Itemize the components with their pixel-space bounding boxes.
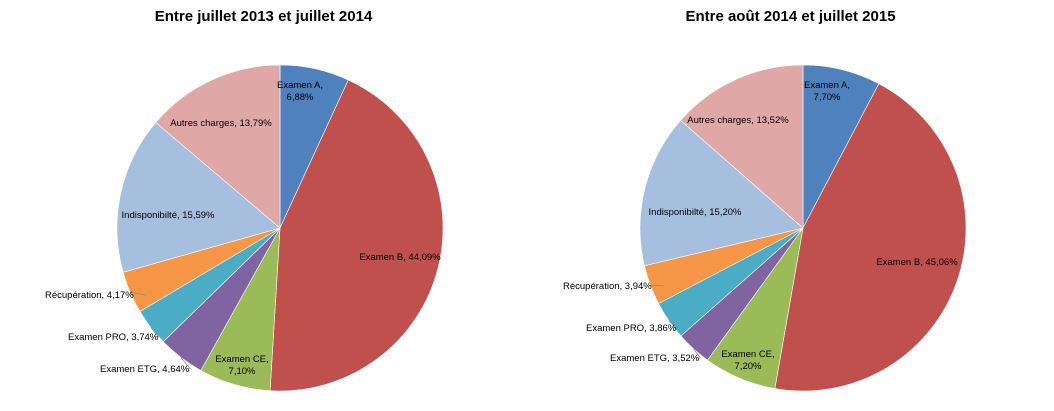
- slice-label-line: Récupération, 4,17%: [45, 290, 134, 301]
- pie-slice-indisponibilt-: [116, 122, 281, 273]
- slice-label-line: 7,20%: [735, 361, 762, 372]
- pie-chart-2014-2015: Entre août 2014 et juillet 2015 Examen A…: [527, 0, 1054, 411]
- slice-label: Autres charges, 13,79%: [170, 118, 272, 129]
- slice-label: Examen B, 45,06%: [876, 257, 958, 268]
- slice-label: Examen PRO, 3,86%: [586, 323, 677, 334]
- slice-label-line: 7,70%: [814, 92, 841, 103]
- pie-slice-examen-b: [774, 83, 967, 392]
- slice-label-line: Examen A,: [277, 80, 323, 91]
- slice-label-line: Examen ETG, 4,64%: [100, 364, 190, 375]
- slice-label: Examen B, 44,09%: [359, 252, 441, 263]
- slice-label: Examen ETG, 3,52%: [610, 353, 700, 364]
- slice-label-line: Récupération, 3,94%: [563, 281, 652, 292]
- slice-label: Examen PRO, 3,74%: [68, 332, 159, 343]
- slice-label-line: Examen PRO, 3,86%: [586, 323, 677, 334]
- slice-label-line: Autres charges, 13,52%: [687, 115, 789, 126]
- pie-slices: [639, 64, 967, 392]
- slice-label-line: 7,10%: [229, 366, 256, 377]
- slice-label-line: Indisponibilté, 15,20%: [649, 207, 743, 218]
- slice-label: Examen CE, 7,10%: [215, 354, 268, 377]
- pie-slice-autres-charges: [680, 64, 804, 229]
- pie-slice-autres-charges: [155, 64, 281, 229]
- slice-label-line: 6,88%: [287, 92, 314, 103]
- slice-label-line: Examen B, 45,06%: [876, 257, 958, 268]
- slice-label: Examen ETG, 4,64%: [100, 364, 190, 375]
- slice-label: Récupération, 3,94%: [563, 281, 652, 292]
- slice-label-line: Examen PRO, 3,74%: [68, 332, 159, 343]
- pie-chart-2013-2014: Entre juillet 2013 et juillet 2014 Exame…: [45, 8, 444, 392]
- leader-line: [130, 292, 146, 296]
- leader-line: [180, 357, 191, 370]
- chart-title: Entre juillet 2013 et juillet 2014: [154, 8, 373, 25]
- slice-label: Examen CE, 7,20%: [721, 349, 774, 372]
- slice-label: Indisponibilté, 15,59%: [122, 210, 216, 221]
- slice-label: Indisponibilté, 15,20%: [649, 207, 743, 218]
- chart-title: Entre août 2014 et juillet 2015: [685, 8, 896, 25]
- leader-line: [668, 320, 677, 329]
- pie-svg: Examen A, 6,88% Examen B, 44,09% Examen CE,…: [45, 64, 444, 392]
- leader-line: [650, 284, 664, 287]
- slice-label: Examen A, 6,88%: [277, 80, 323, 103]
- pie-slice-examen-b: [269, 79, 444, 392]
- slice-label: Récupération, 4,17%: [45, 290, 134, 301]
- leader-line: [150, 327, 159, 338]
- slice-label-line: Autres charges, 13,79%: [170, 118, 272, 129]
- slice-label-line: Examen ETG, 3,52%: [610, 353, 700, 364]
- leader-line: [693, 348, 701, 359]
- pie-slices: [116, 64, 444, 392]
- slice-label-line: Examen CE,: [721, 349, 774, 360]
- pie-slice-indisponibilt-: [639, 119, 804, 267]
- slice-label-line: Indisponibilté, 15,59%: [122, 210, 216, 221]
- slice-label: Autres charges, 13,52%: [687, 115, 789, 126]
- slice-label-line: Examen B, 44,09%: [359, 252, 441, 263]
- slice-label-line: Examen A,: [804, 80, 850, 91]
- pie-svg: Examen A, 7,70% Examen B, 45,06% Examen CE,…: [563, 64, 967, 392]
- slice-label-line: Examen CE,: [215, 354, 268, 365]
- slice-label: Examen A, 7,70%: [804, 80, 850, 103]
